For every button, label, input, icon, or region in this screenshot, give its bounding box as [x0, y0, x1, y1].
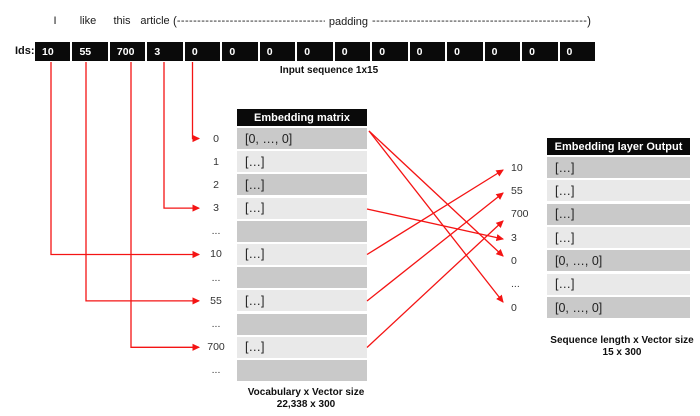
- embedding-matrix-caption: Vocabulary x Vector size 22,338 x 300: [248, 387, 365, 411]
- row-label-dotdotdot: ...: [211, 364, 221, 377]
- row-label-55: 55: [210, 294, 222, 307]
- word-i: I: [53, 15, 57, 27]
- row-label-10: 10: [210, 248, 222, 261]
- embedding-matrix-rows: [0, …, 0] […] […] […] […] […] […]: [237, 128, 367, 383]
- arrow-id10-to-row10: [50, 62, 201, 259]
- arrow-row0-to-out0a: [368, 130, 504, 257]
- row-label-3: 3: [213, 202, 219, 215]
- output-caption-line1: Sequence length x Vector size: [550, 335, 694, 346]
- row-label-1: 1: [213, 155, 219, 168]
- row-label-dotdotdot: ...: [211, 225, 221, 238]
- output-table-row-labels: 10 55 700 3 0... 0: [511, 157, 545, 320]
- row-label-700: 700: [511, 208, 529, 221]
- arrow-row3-to-out3: [366, 208, 505, 242]
- matrix-caption-line2: 22,338 x 300: [276, 399, 336, 410]
- sentence-row: I like this article ( ------------------…: [35, 14, 595, 30]
- vector-row-dotdotdot: [237, 220, 367, 242]
- matrix-caption-line1: Vocabulary x Vector size: [247, 387, 365, 398]
- row-label-700: 700: [207, 341, 225, 354]
- arrow-row0-to-out0b: [368, 130, 504, 303]
- input-ids-bar: 10 55 700 3 0 0 0 0 0 0 0 0 0 0 0: [35, 42, 595, 61]
- ids-label: Ids:: [15, 45, 35, 57]
- vector-row-dotdotdot: [237, 313, 367, 335]
- row-label-2: 2: [213, 178, 219, 191]
- vector-row-10: […]: [237, 243, 367, 265]
- row-label-0: 0: [511, 254, 517, 267]
- ids-cell-10: 0: [409, 42, 446, 61]
- row-label-dotdotdot: ...: [211, 318, 221, 330]
- vector-row-2: […]: [237, 174, 367, 196]
- ids-cell-2: 700: [109, 42, 146, 61]
- vector-row-dotdotdot: [237, 267, 367, 289]
- ids-cell-4: 0: [184, 42, 221, 61]
- row-label-dotdotdot: ...: [211, 271, 221, 284]
- vector-row-55: […]: [237, 290, 367, 312]
- output-table-header: Embedding layer Output: [547, 138, 690, 155]
- row-label-3: 3: [511, 231, 517, 244]
- row-label-0: 0: [213, 132, 219, 145]
- vector-row-0: [0, …, 0]: [547, 297, 690, 319]
- ids-cell-0: 10: [35, 42, 71, 61]
- row-label-55: 55: [511, 184, 523, 197]
- arrow-id55-to-row55: [85, 62, 201, 305]
- arrow-id3-to-row3: [163, 62, 201, 212]
- embedding-matrix-row-labels: 0 1 2 3... 10... 55... 700...: [200, 128, 232, 383]
- padding-annotation: ( --------------------------------------…: [173, 14, 591, 30]
- vector-row-0: [0, …, 0]: [237, 128, 367, 149]
- row-label-dotdotdot: ...: [511, 278, 520, 291]
- ids-cell-8: 0: [334, 42, 371, 61]
- arrow-id700-to-row700: [130, 62, 201, 351]
- padding-label: padding: [328, 16, 368, 28]
- vector-row-1: […]: [237, 151, 367, 173]
- vector-row-dotdotdot: […]: [547, 273, 690, 295]
- ids-cell-14: 0: [559, 42, 595, 61]
- arrow-id0-to-row0: [191, 62, 201, 143]
- padding-open-paren: (: [173, 16, 177, 28]
- arrow-row700-to-out700: [366, 220, 504, 348]
- row-label-0: 0: [511, 301, 517, 314]
- vector-row-55: […]: [547, 180, 690, 202]
- ids-cell-5: 0: [222, 42, 258, 61]
- padding-dashes-left: ----------------------------------------…: [176, 15, 325, 27]
- row-label-10: 10: [511, 161, 523, 174]
- word-this: this: [113, 15, 131, 27]
- vector-row-0: [0, …, 0]: [547, 250, 690, 272]
- ids-cell-12: 0: [484, 42, 521, 61]
- vector-row-3: […]: [237, 197, 367, 219]
- input-sequence-caption: Input sequence 1x15: [279, 65, 379, 76]
- ids-cell-7: 0: [297, 42, 333, 61]
- vector-row-10: […]: [547, 157, 690, 178]
- ids-cell-1: 55: [72, 42, 108, 61]
- word-article: article: [140, 15, 170, 27]
- arrow-row10-to-out10: [366, 169, 504, 256]
- word-like: like: [79, 15, 97, 27]
- vector-row-700: […]: [237, 336, 367, 358]
- ids-cell-9: 0: [372, 42, 408, 61]
- padding-dashes-right: ----------------------------------------…: [372, 15, 588, 27]
- output-table-rows: […] […] […] […] [0, …, 0] […] [0, …, 0]: [547, 157, 690, 320]
- ids-cell-6: 0: [259, 42, 296, 61]
- ids-cell-3: 3: [147, 42, 183, 61]
- output-table-caption: Sequence length x Vector size 15 x 300: [550, 335, 693, 359]
- padding-close-paren: ): [587, 16, 591, 28]
- ids-cell-13: 0: [522, 42, 558, 61]
- arrow-row55-to-out55: [366, 192, 504, 302]
- embedding-matrix-header: Embedding matrix: [237, 109, 367, 126]
- vector-row-700: […]: [547, 203, 690, 225]
- output-caption-line2: 15 x 300: [602, 347, 642, 358]
- vector-row-dotdotdot: [237, 359, 367, 381]
- ids-cell-11: 0: [447, 42, 483, 61]
- vector-row-3: […]: [547, 227, 690, 249]
